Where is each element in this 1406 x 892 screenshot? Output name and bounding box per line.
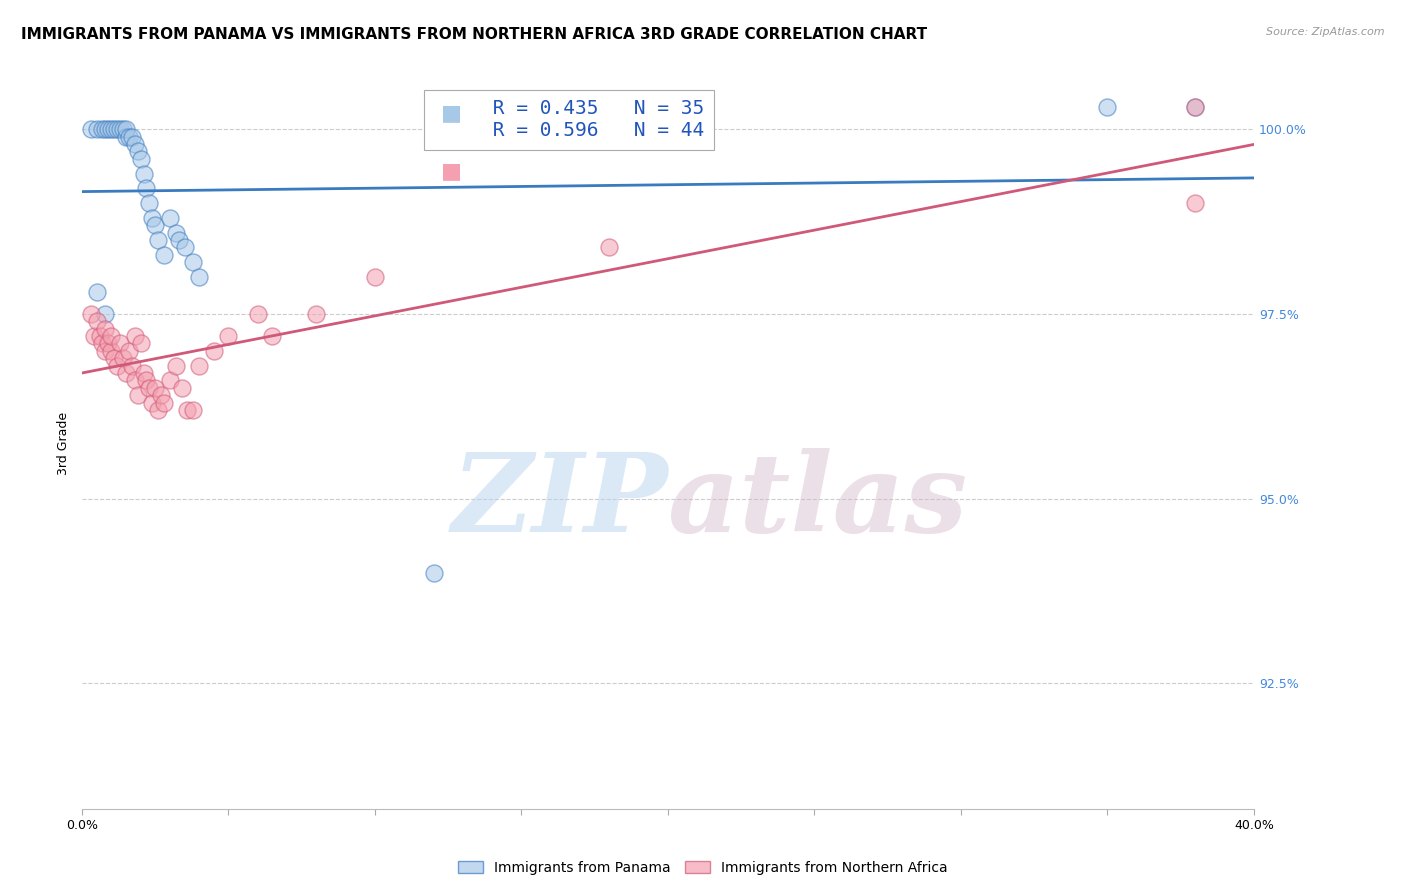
- Point: [262, 329, 284, 343]
- Point: [83, 329, 105, 343]
- Point: [115, 122, 138, 136]
- Point: [103, 351, 125, 366]
- Point: [94, 321, 117, 335]
- Point: [202, 343, 225, 358]
- Point: [246, 307, 269, 321]
- Point: [129, 152, 152, 166]
- Point: [1184, 100, 1206, 114]
- Point: [141, 395, 163, 409]
- Text: atlas: atlas: [668, 448, 969, 556]
- Text: IMMIGRANTS FROM PANAMA VS IMMIGRANTS FROM NORTHERN AFRICA 3RD GRADE CORRELATION : IMMIGRANTS FROM PANAMA VS IMMIGRANTS FRO…: [21, 27, 927, 42]
- Point: [94, 343, 117, 358]
- Y-axis label: 3rd Grade: 3rd Grade: [58, 411, 70, 475]
- Point: [118, 343, 141, 358]
- Point: [364, 269, 387, 284]
- Point: [305, 307, 328, 321]
- Point: [121, 129, 143, 144]
- Point: [138, 381, 160, 395]
- Point: [115, 129, 138, 144]
- Point: [181, 403, 204, 417]
- Point: [170, 381, 193, 395]
- Text: ZIP: ZIP: [451, 448, 668, 556]
- Point: [97, 122, 120, 136]
- Point: [124, 329, 146, 343]
- Text: ■: ■: [440, 161, 461, 182]
- Point: [91, 122, 114, 136]
- Point: [91, 336, 114, 351]
- Point: [118, 129, 141, 144]
- Point: [132, 167, 155, 181]
- Point: [121, 359, 143, 373]
- Point: [132, 366, 155, 380]
- Point: [176, 403, 198, 417]
- Point: [124, 136, 146, 151]
- Point: [165, 359, 187, 373]
- Point: [100, 343, 122, 358]
- Point: [129, 336, 152, 351]
- Point: [135, 181, 157, 195]
- Point: [89, 329, 111, 343]
- Point: [159, 211, 181, 225]
- Point: [138, 196, 160, 211]
- Point: [1184, 196, 1206, 211]
- Point: [153, 248, 176, 262]
- Point: [188, 359, 211, 373]
- Text: Source: ZipAtlas.com: Source: ZipAtlas.com: [1267, 27, 1385, 37]
- Point: [111, 122, 134, 136]
- Point: [100, 122, 122, 136]
- Point: [1184, 100, 1206, 114]
- Point: [127, 388, 149, 402]
- Point: [143, 381, 166, 395]
- Point: [218, 329, 240, 343]
- Point: [159, 373, 181, 387]
- Point: [115, 366, 138, 380]
- Point: [108, 122, 131, 136]
- Point: [141, 211, 163, 225]
- Legend: Immigrants from Panama, Immigrants from Northern Africa: Immigrants from Panama, Immigrants from …: [453, 855, 953, 880]
- Point: [181, 255, 204, 269]
- Point: [167, 233, 190, 247]
- Point: [86, 122, 108, 136]
- Point: [94, 307, 117, 321]
- Point: [86, 314, 108, 328]
- Point: [108, 336, 131, 351]
- Point: [1097, 100, 1119, 114]
- Point: [146, 233, 169, 247]
- Point: [80, 307, 103, 321]
- Point: [188, 269, 211, 284]
- Point: [86, 285, 108, 299]
- Point: [100, 329, 122, 343]
- Point: [422, 566, 444, 580]
- Point: [173, 240, 195, 254]
- Point: [598, 240, 620, 254]
- Point: [105, 122, 128, 136]
- Point: [165, 226, 187, 240]
- Point: [97, 336, 120, 351]
- Point: [124, 373, 146, 387]
- Point: [127, 145, 149, 159]
- Point: [111, 351, 134, 366]
- Point: [135, 373, 157, 387]
- Point: [105, 359, 128, 373]
- Point: [153, 395, 176, 409]
- Point: [94, 122, 117, 136]
- Text: R = 0.435   N = 35
     R = 0.596   N = 44: R = 0.435 N = 35 R = 0.596 N = 44: [433, 99, 704, 140]
- Point: [143, 218, 166, 232]
- Text: ■: ■: [440, 103, 461, 123]
- Point: [80, 122, 103, 136]
- Point: [146, 403, 169, 417]
- Point: [150, 388, 173, 402]
- Point: [103, 122, 125, 136]
